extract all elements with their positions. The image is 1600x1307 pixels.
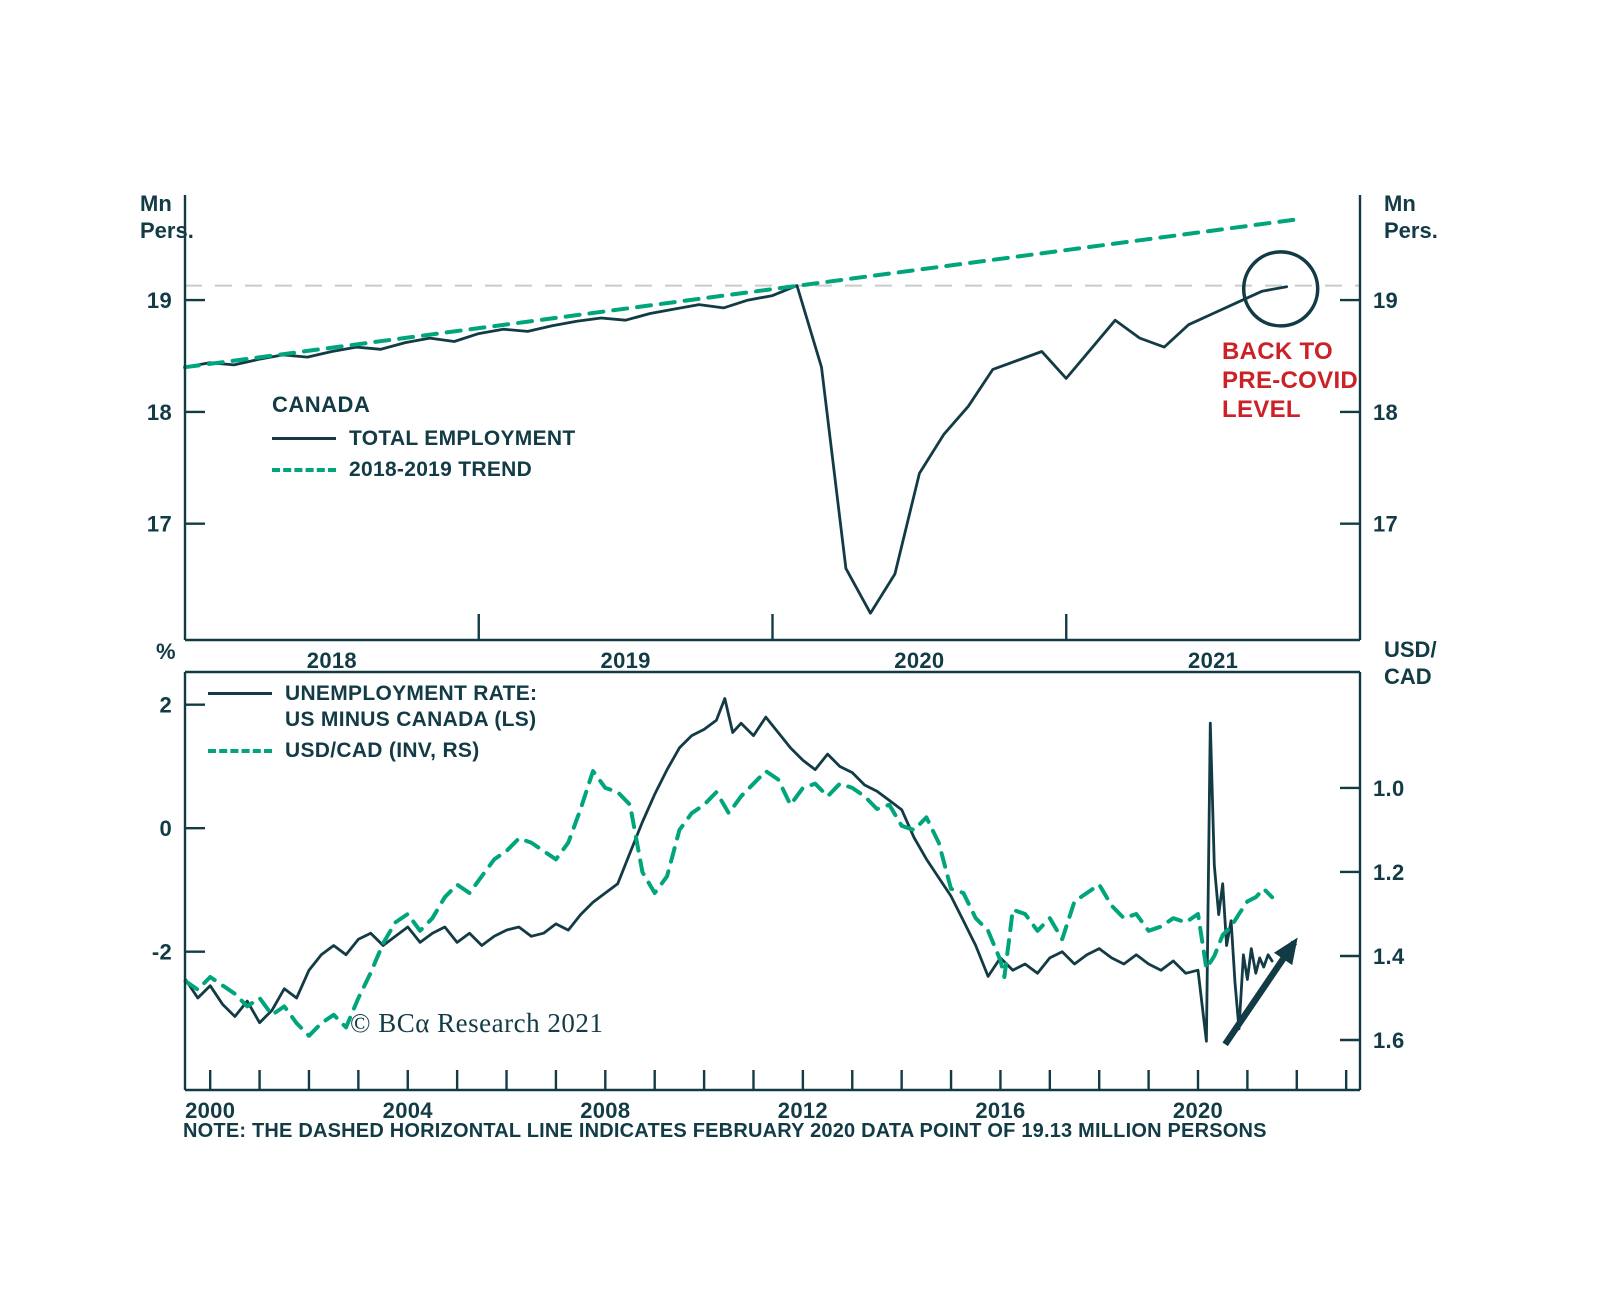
svg-text:2012: 2012 — [778, 1098, 828, 1123]
svg-text:1.0: 1.0 — [1373, 776, 1404, 801]
legend-label-usdcad: USD/CAD (INV, RS) — [285, 739, 480, 762]
top-left-axis-unit: Mn Pers. — [140, 191, 194, 243]
svg-text:19: 19 — [1373, 288, 1398, 313]
svg-text:1.4: 1.4 — [1373, 944, 1405, 969]
legend-label-total-employment: TOTAL EMPLOYMENT — [349, 427, 576, 450]
bottom-right-axis-unit: USD/ CAD — [1384, 637, 1437, 689]
svg-text:2021: 2021 — [1188, 648, 1238, 673]
legend-item-usdcad: USD/CAD (INV, RS) — [208, 738, 537, 764]
svg-text:2000: 2000 — [185, 1098, 235, 1123]
top-right-axis-unit: Mn Pers. — [1384, 191, 1438, 243]
bottom-legend: UNEMPLOYMENT RATE: US MINUS CANADA (LS) … — [208, 676, 537, 764]
copyright-watermark: © BCα Research 2021 — [350, 1008, 604, 1038]
svg-text:-2: -2 — [152, 940, 172, 965]
svg-text:2016: 2016 — [975, 1098, 1025, 1123]
svg-text:1.2: 1.2 — [1373, 860, 1404, 885]
dashed-line-swatch — [208, 749, 272, 753]
legend-title-canada: CANADA — [272, 392, 371, 417]
svg-text:0: 0 — [159, 816, 172, 841]
dashed-line-swatch — [272, 468, 336, 472]
svg-text:2004: 2004 — [383, 1098, 434, 1123]
svg-text:18: 18 — [1373, 400, 1398, 425]
svg-text:17: 17 — [147, 512, 172, 537]
svg-text:2020: 2020 — [1173, 1098, 1223, 1123]
svg-text:17: 17 — [1373, 512, 1398, 537]
legend-item-unemployment-rate: UNEMPLOYMENT RATE: US MINUS CANADA (LS) — [208, 681, 537, 733]
legend-label-trend: 2018-2019 TREND — [349, 458, 533, 481]
svg-text:2019: 2019 — [601, 648, 651, 673]
svg-text:2008: 2008 — [580, 1098, 630, 1123]
footnote: NOTE: THE DASHED HORIZONTAL LINE INDICAT… — [183, 1120, 1267, 1142]
bottom-left-axis-unit: % — [156, 639, 176, 664]
svg-text:2018: 2018 — [307, 648, 357, 673]
back-to-pre-covid-annotation: BACK TO PRE-COVID LEVEL — [1222, 338, 1359, 423]
svg-text:2020: 2020 — [894, 648, 944, 673]
svg-text:2: 2 — [159, 693, 172, 718]
top-legend: CANADA TOTAL EMPLOYMENT 2018-2019 TREND — [272, 392, 575, 483]
legend-label-unemployment-rate: UNEMPLOYMENT RATE: US MINUS CANADA (LS) — [285, 682, 538, 731]
svg-text:19: 19 — [147, 288, 172, 313]
solid-line-swatch — [272, 437, 336, 440]
svg-text:1.6: 1.6 — [1373, 1028, 1404, 1053]
svg-text:18: 18 — [147, 400, 172, 425]
legend-item-total-employment: TOTAL EMPLOYMENT — [272, 426, 575, 452]
legend-item-trend: 2018-2019 TREND — [272, 457, 575, 483]
solid-line-swatch — [208, 692, 272, 695]
